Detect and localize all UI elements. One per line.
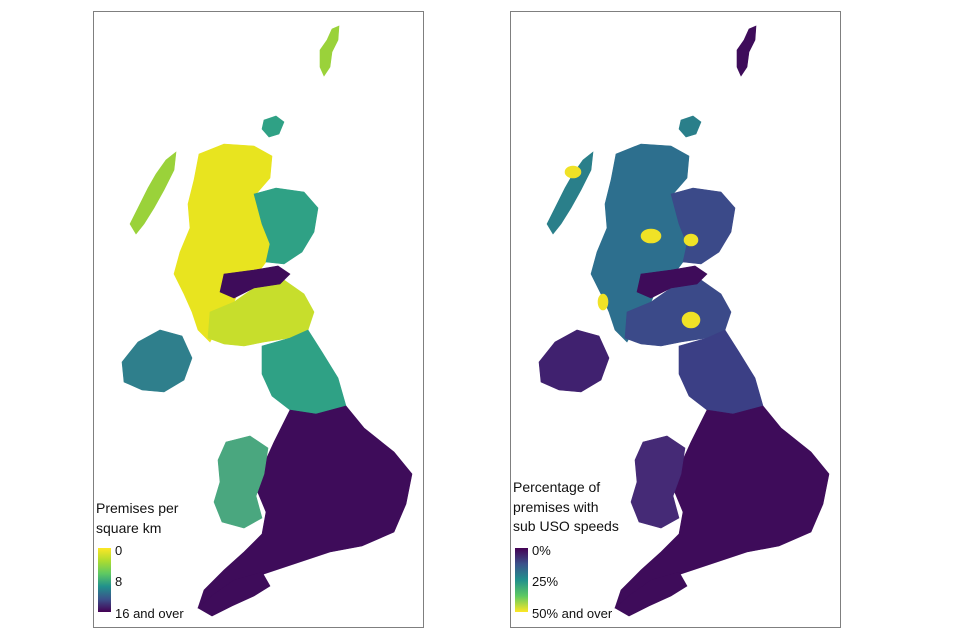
hotspot-borders (681, 311, 701, 329)
uk-density-map (121, 25, 413, 617)
hotspot-highlands-1 (564, 165, 582, 179)
uk-uso-map (538, 25, 830, 617)
legend-color-bar (98, 548, 111, 612)
central-belt-region (219, 265, 291, 299)
shetland-region (319, 25, 340, 77)
legend-tick-max: 50% and over (532, 606, 613, 621)
northern-ireland-region (121, 329, 193, 393)
outer-hebrides-region (129, 151, 177, 235)
south-west-england-region (614, 571, 688, 617)
hotspot-highlands-2 (640, 228, 662, 244)
map-panel-density: Premises per square km 0 8 16 and over (93, 11, 424, 628)
orkney-region (261, 115, 285, 138)
legend-color-bar (515, 548, 528, 612)
northern-england-region (678, 329, 764, 415)
central-belt-region (636, 265, 708, 299)
orkney-region (678, 115, 702, 138)
legend-title: Percentage of premises with sub USO spee… (513, 479, 619, 534)
legend-tick-mid: 25% (532, 574, 559, 589)
shetland-region (736, 25, 757, 77)
legend-title: Premises per square km (96, 500, 179, 536)
map-panel-uso: Percentage of premises with sub USO spee… (510, 11, 841, 628)
wales-region (630, 435, 686, 529)
hotspot-grampian (683, 233, 699, 247)
wales-region (213, 435, 269, 529)
south-west-england-region (197, 571, 271, 617)
legend-tick-max: 16 and over (115, 606, 184, 621)
legend-tick-min: 0 (115, 543, 123, 558)
outer-hebrides-region (546, 151, 594, 235)
legend-tick-mid: 8 (115, 574, 123, 589)
legend-tick-min: 0% (532, 543, 551, 558)
northern-ireland-region (538, 329, 610, 393)
north-east-scotland-region (253, 187, 319, 265)
hotspot-argyll (597, 293, 609, 311)
northern-england-region (261, 329, 347, 415)
